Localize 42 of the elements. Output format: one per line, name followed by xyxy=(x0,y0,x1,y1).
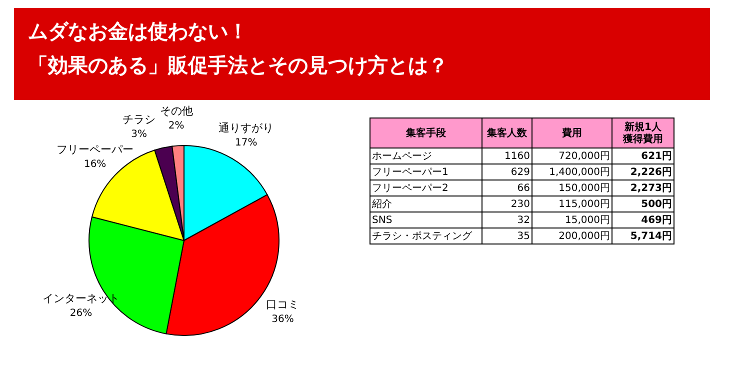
category-label: 費用 xyxy=(561,127,582,139)
text: 469円 xyxy=(641,215,672,226)
data-label: 17% xyxy=(234,137,258,148)
text: 150,000円 xyxy=(558,183,610,194)
text: 621円 xyxy=(641,151,672,162)
slice-label: チラシ xyxy=(122,113,156,126)
text: 「効果のある」販促手法とその見つけ方とは？ xyxy=(28,53,448,77)
data-label: 26% xyxy=(70,308,92,319)
text: 500円 xyxy=(641,199,672,210)
text: 1,400,000円 xyxy=(549,167,610,178)
text: 32 xyxy=(517,215,530,226)
category-label: 集客手段 xyxy=(405,127,447,139)
slice-label: 通りすがり xyxy=(218,121,274,134)
slice-label: インターネット xyxy=(42,292,120,305)
category-label: フリーペーパー2 xyxy=(372,183,448,194)
text: 720,000円 xyxy=(558,151,610,162)
text: 5,714円 xyxy=(630,231,672,242)
data-label: 2% xyxy=(168,120,184,132)
slice-label: フリーペーパー xyxy=(56,142,134,156)
text: 230 xyxy=(510,199,530,210)
category-label: SNS xyxy=(372,215,392,226)
category-label: チラシ・ポスティング xyxy=(372,231,472,242)
category-label: フリーペーパー1 xyxy=(372,167,448,178)
text: 1160 xyxy=(504,151,530,162)
category-label: 新規1人獲得費用 xyxy=(622,121,663,145)
text: 629 xyxy=(510,167,530,178)
text: 200,000円 xyxy=(558,231,610,242)
data-label: 36% xyxy=(272,314,294,326)
text: 115,000円 xyxy=(558,199,610,210)
slice-label: 口コミ xyxy=(266,298,300,312)
text: 66 xyxy=(517,183,530,194)
category-label: 紹介 xyxy=(372,199,392,210)
category-label: ホームページ xyxy=(372,151,432,162)
text: 35 xyxy=(517,231,530,242)
text: 2,273円 xyxy=(630,183,672,194)
text: 15,000円 xyxy=(565,215,610,226)
data-label: 16% xyxy=(84,158,106,170)
text: 2,226円 xyxy=(630,167,672,178)
category-label: 集客人数 xyxy=(486,127,528,139)
slice-label: その他 xyxy=(160,104,193,118)
text: ムダなお金は使わない！ xyxy=(28,19,248,43)
data-label: 3% xyxy=(131,129,148,140)
